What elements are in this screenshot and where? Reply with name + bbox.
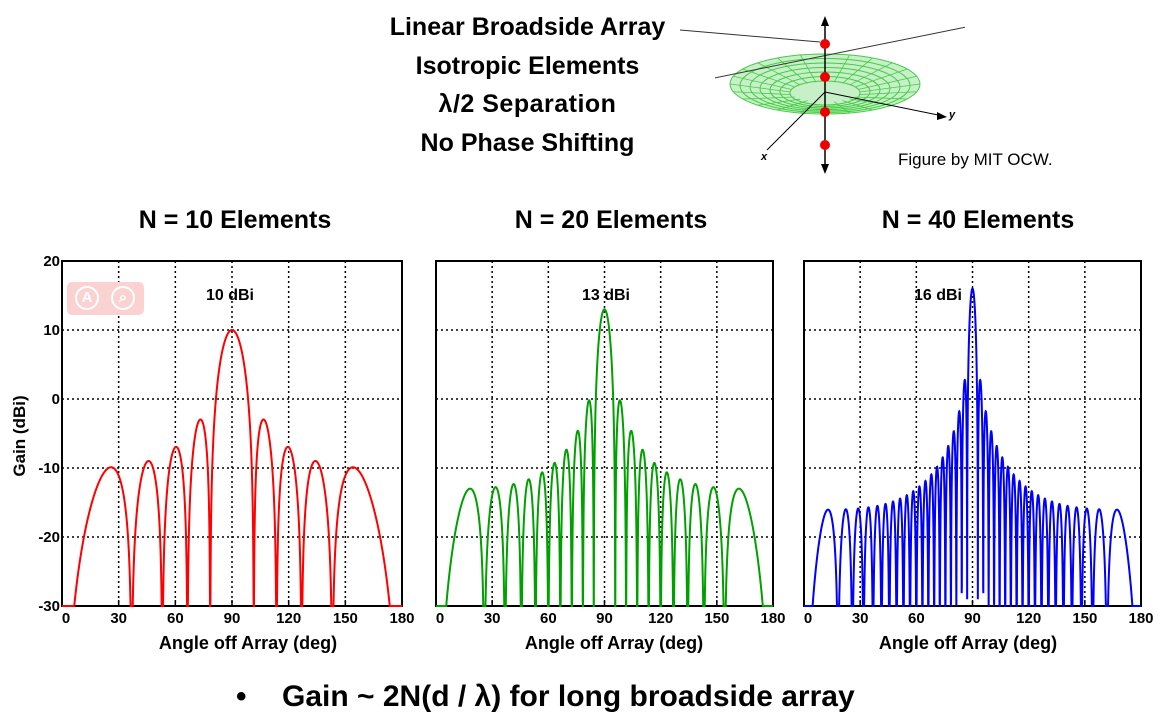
torus-meridian <box>858 91 917 95</box>
y-tick-label: 0 <box>52 391 60 408</box>
gain-series-line <box>804 287 1141 607</box>
y-tick-label: -20 <box>38 529 60 546</box>
torus-meridian <box>833 54 850 83</box>
element-dot-4 <box>820 140 830 150</box>
gain-series-line <box>436 308 773 607</box>
gain-series-line <box>62 329 402 607</box>
torus-meridian <box>849 62 893 86</box>
ai-badge[interactable]: A ⌕ <box>67 282 144 315</box>
panel-title-n10: N = 10 Elements <box>138 206 332 234</box>
y-axis <box>824 91 944 117</box>
x-tick-label: 60 <box>908 610 925 627</box>
panel-title-n40: N = 40 Elements <box>881 206 1075 234</box>
x-tick-label: 0 <box>804 610 812 627</box>
y-tick-label: -30 <box>38 598 60 615</box>
torus-meridian <box>729 83 791 93</box>
element-dot-2 <box>820 72 830 82</box>
y-tick-label: -10 <box>38 460 60 477</box>
x-tick-label: 120 <box>276 610 301 627</box>
torus-meridian <box>777 57 808 84</box>
torus-meridian <box>733 75 792 90</box>
element-dot-1 <box>820 39 830 49</box>
torus-meridian <box>858 75 917 90</box>
torus-meridian <box>842 57 873 84</box>
element-dot-3 <box>820 107 830 117</box>
x-tick-label: 120 <box>1016 610 1041 627</box>
torus-meridian <box>733 91 792 95</box>
torus-meridian <box>777 100 808 111</box>
x-tick-label: 150 <box>333 610 358 627</box>
header-line-2: Isotropic Elements <box>415 51 640 80</box>
header-line-4: No Phase Shifting <box>420 128 635 157</box>
x-tick-label: 30 <box>852 610 869 627</box>
z-arrow-down <box>821 164 829 174</box>
search-icon: ⌕ <box>111 286 135 310</box>
y-tick-label: 20 <box>43 253 60 270</box>
array-pattern-diagram: y x <box>715 16 965 174</box>
peak-annotation: 13 dBi <box>582 287 630 304</box>
figure-credit: Figure by MIT OCW. <box>898 150 1053 169</box>
x-tick-label: 30 <box>110 610 127 627</box>
torus-meridian <box>833 101 850 114</box>
x-tick-label: 180 <box>1128 610 1153 627</box>
header-line-3: λ/2 Separation <box>438 90 617 118</box>
torus-meridian <box>855 96 908 100</box>
x-tick-label: 180 <box>389 610 414 627</box>
x-tick-label: 150 <box>1072 610 1097 627</box>
x-tick-label: 150 <box>704 610 729 627</box>
peak-annotation: 16 dBi <box>914 287 962 304</box>
x-tick-label: 60 <box>540 610 557 627</box>
x-tick-label: 90 <box>596 610 613 627</box>
y-axis-label: y <box>948 109 956 121</box>
x-tick-label: 90 <box>964 610 981 627</box>
leader-line <box>715 26 965 79</box>
x-tick-label: 60 <box>167 610 184 627</box>
y-arrow <box>937 112 947 120</box>
torus-meridian <box>742 96 795 100</box>
x-tick-label: 90 <box>224 610 241 627</box>
z-arrow-up <box>821 16 829 26</box>
footer-text: Gain ~ 2N(d / λ) for long broadside arra… <box>282 680 855 713</box>
torus-meridian <box>757 98 801 106</box>
header-block: Linear Broadside Array Isotropic Element… <box>330 8 725 162</box>
header-line-1: Linear Broadside Array <box>389 13 666 41</box>
bullet-dot: • <box>236 680 247 713</box>
x-axis <box>766 91 826 151</box>
x-axis-label-n20: Angle off Array (deg) <box>524 633 704 653</box>
x-tick-label: 180 <box>760 610 785 627</box>
torus-meridian <box>757 62 801 86</box>
torus-meridian <box>855 68 908 88</box>
ai-icon: A <box>75 286 99 310</box>
torus-meridian <box>859 83 921 93</box>
x-tick-label: 0 <box>436 610 444 627</box>
x-tick-label: 120 <box>648 610 673 627</box>
peak-annotation: 10 dBi <box>206 287 254 304</box>
torus-meridian <box>742 68 795 88</box>
x-axis-label-n10: Angle off Array (deg) <box>158 633 338 653</box>
panel-title-n20: N = 20 Elements <box>514 206 708 234</box>
x-axis-label: x <box>760 151 768 163</box>
y-tick-label: 10 <box>43 322 60 339</box>
torus-meridian <box>842 100 873 111</box>
x-tick-label: 0 <box>62 610 70 627</box>
x-axis-label-n40: Angle off Array (deg) <box>878 633 1058 653</box>
x-tick-label: 30 <box>484 610 501 627</box>
footer-bullet: • Gain ~ 2N(d / λ) for long broadside arr… <box>236 680 855 714</box>
